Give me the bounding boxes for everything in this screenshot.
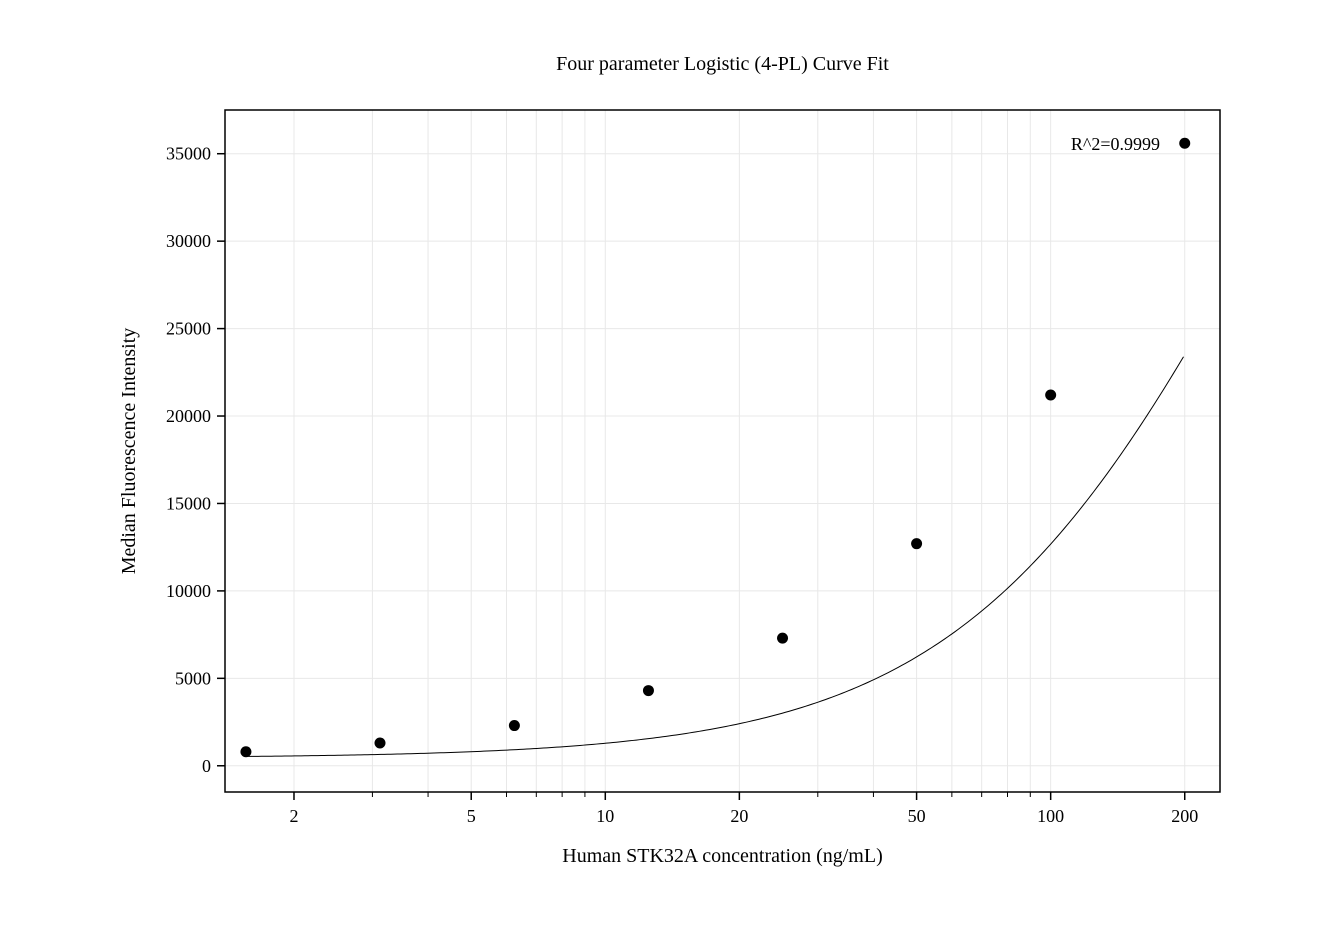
y-axis-label: Median Fluorescence Intensity xyxy=(118,328,140,575)
y-tick-label: 20000 xyxy=(166,406,211,426)
x-tick-label: 200 xyxy=(1171,806,1198,826)
y-tick-label: 10000 xyxy=(166,581,211,601)
r-squared-annotation: R^2=0.9999 xyxy=(1071,134,1160,154)
x-tick-label: 5 xyxy=(467,806,476,826)
data-point xyxy=(643,685,654,696)
y-tick-label: 30000 xyxy=(166,231,211,251)
x-tick-label: 50 xyxy=(908,806,926,826)
x-tick-label: 10 xyxy=(596,806,614,826)
data-point xyxy=(240,746,251,757)
data-point xyxy=(911,538,922,549)
x-tick-label: 20 xyxy=(730,806,748,826)
chart-title: Four parameter Logistic (4-PL) Curve Fit xyxy=(556,53,889,75)
y-tick-label: 35000 xyxy=(166,144,211,164)
data-point xyxy=(1179,138,1190,149)
y-tick-label: 15000 xyxy=(166,493,211,513)
data-point xyxy=(777,633,788,644)
chart-container: 2 5 10 20 50 100 200 0 5000 10000 15000 20000 25000 3… xyxy=(0,0,1341,934)
data-point xyxy=(509,720,520,731)
x-tick-label: 100 xyxy=(1037,806,1064,826)
x-axis-label: Human STK32A concentration (ng/mL) xyxy=(562,845,883,867)
y-tick-label: 5000 xyxy=(175,668,211,688)
chart-svg: 2 5 10 20 50 100 200 0 5000 10000 15000 20000 25000 3… xyxy=(0,0,1341,934)
y-tick-label: 0 xyxy=(202,756,211,776)
y-tick-label: 25000 xyxy=(166,319,211,339)
data-point xyxy=(375,738,386,749)
x-tick-label: 2 xyxy=(289,806,298,826)
data-point xyxy=(1045,390,1056,401)
